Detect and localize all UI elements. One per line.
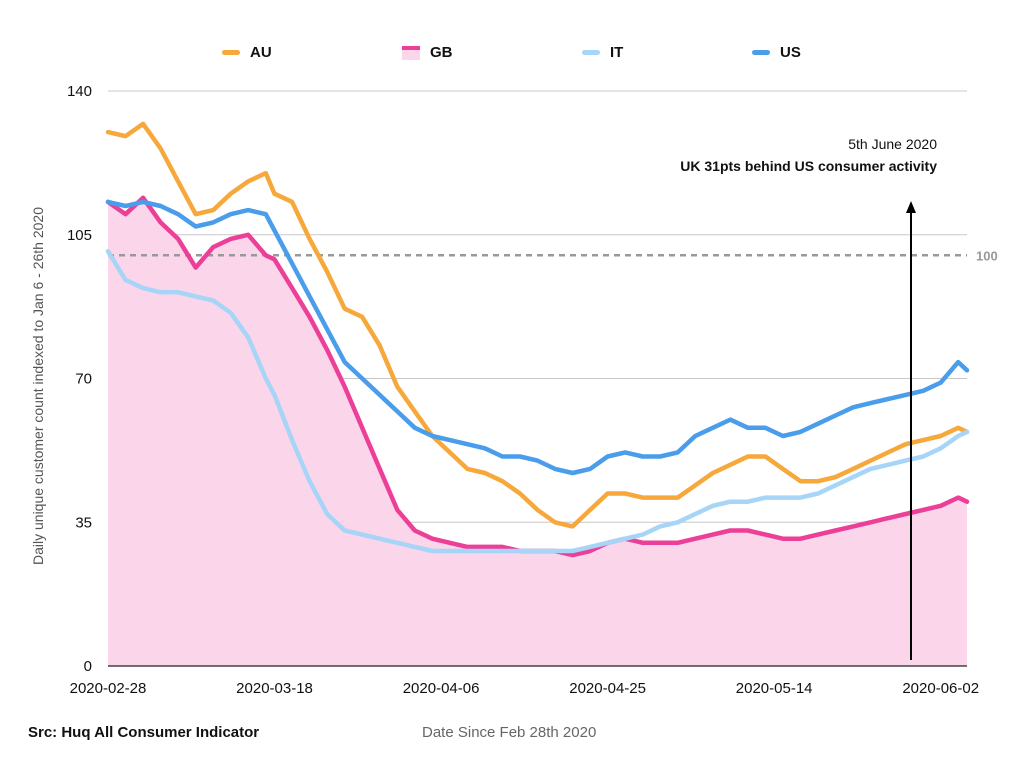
x-tick-label: 2020-05-14 — [736, 680, 813, 697]
legend-item-gb: GB — [402, 44, 453, 61]
x-tick-label: 2020-04-06 — [403, 680, 480, 697]
x-tick-label: 2020-03-18 — [236, 680, 313, 697]
area-fills — [108, 197, 967, 667]
legend-item-us: US — [752, 44, 801, 61]
source-note: Src: Huq All Consumer Indicator — [28, 724, 260, 741]
legend-swatch — [752, 50, 770, 55]
series-line-it — [105, 248, 970, 554]
x-tick-label: 2020-06-02 — [902, 680, 979, 697]
annotation-text: UK 31pts behind US consumer activity — [680, 158, 937, 174]
reference-line: 100 — [108, 248, 998, 263]
series-lines — [105, 121, 970, 558]
legend-label: GB — [430, 44, 453, 61]
legend-label: IT — [610, 44, 624, 61]
x-tick-label: 2020-04-25 — [569, 680, 646, 697]
series-line-au — [105, 121, 970, 529]
area-fill-gb — [108, 197, 967, 667]
y-tick-label: 140 — [67, 83, 92, 100]
annotation-date: 5th June 2020 — [848, 136, 937, 152]
reference-line-label: 100 — [976, 248, 998, 263]
legend-swatch — [582, 50, 600, 55]
legend-swatch — [222, 50, 240, 55]
axes: 0 35 70 105 140 2020-02-28 2020-03-18 2020-04-0… — [67, 83, 979, 697]
legend-label: AU — [250, 44, 272, 61]
legend-swatch — [402, 45, 420, 60]
y-axis-label: Daily unique customer count indexed to J… — [30, 206, 46, 566]
y-tick-label: 0 — [84, 658, 92, 675]
legend-label: US — [780, 44, 801, 61]
legend-item-it: IT — [582, 44, 623, 61]
x-axis-label: Date Since Feb 28th 2020 — [422, 724, 597, 741]
y-tick-label: 70 — [75, 371, 92, 388]
series-line-us — [105, 199, 970, 476]
annotation-arrow — [906, 201, 916, 660]
legend-item-au: AU — [222, 44, 272, 61]
y-tick-label: 35 — [75, 514, 92, 531]
y-tick-label: 105 — [67, 227, 92, 244]
x-tick-label: 2020-02-28 — [70, 680, 147, 697]
annotation-arrow-head — [906, 201, 916, 213]
